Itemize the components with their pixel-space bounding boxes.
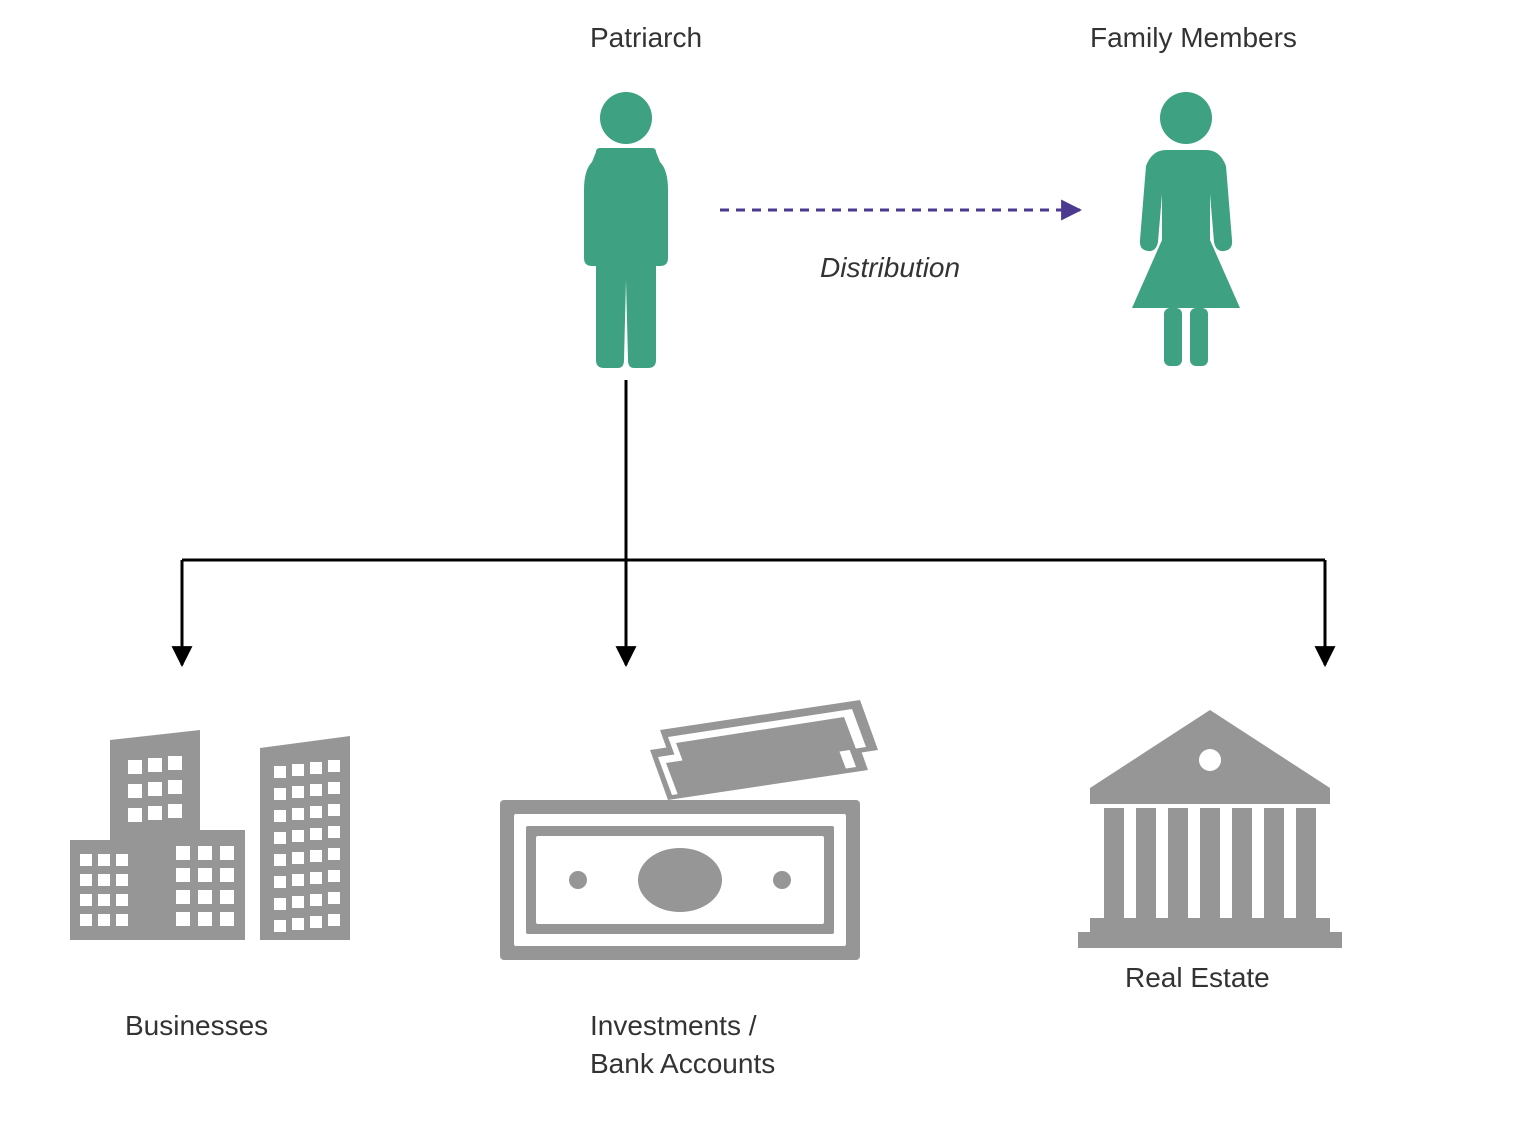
money-icon [500, 700, 878, 960]
person-male-icon [584, 92, 668, 368]
bank-icon [1078, 710, 1342, 948]
diagram-canvas [0, 0, 1534, 1138]
person-female-icon [1132, 92, 1240, 366]
buildings-icon [70, 730, 350, 940]
